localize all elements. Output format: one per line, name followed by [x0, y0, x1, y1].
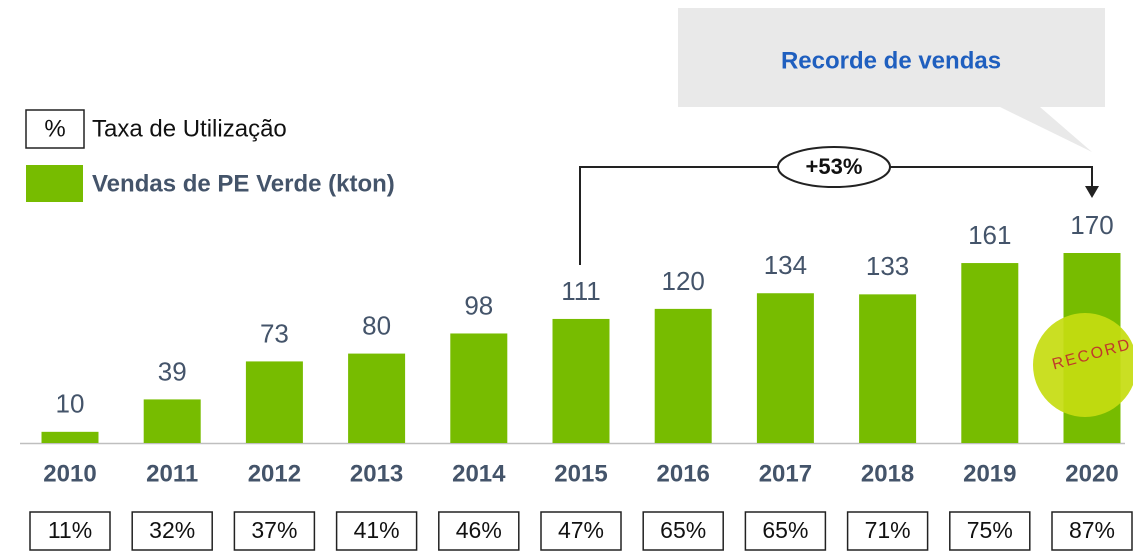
bar [961, 263, 1019, 443]
callout-box [678, 8, 1105, 152]
bar [41, 431, 99, 443]
utilization-box [540, 511, 622, 551]
utilization-label: 71% [865, 517, 911, 543]
bar [859, 294, 917, 443]
legend-rate-label: Taxa de Utilização [92, 115, 287, 142]
stamp-circle [1033, 313, 1133, 417]
legend-rate-symbol: % [44, 115, 65, 142]
x-tick-label: 2020 [1065, 460, 1118, 487]
legend-rate-box [25, 109, 85, 149]
value-label: 133 [866, 251, 909, 281]
utilization-label: 46% [456, 517, 502, 543]
legend-bar-swatch [26, 165, 83, 202]
bar [654, 308, 712, 443]
utilization-box [233, 511, 316, 551]
utilization-box [131, 511, 213, 551]
bar [245, 361, 303, 443]
x-tick-label: 2019 [963, 460, 1016, 487]
bar [552, 318, 610, 443]
value-label: 111 [561, 276, 601, 306]
x-tick-label: 2017 [759, 460, 812, 487]
x-tick-label: 2018 [861, 460, 914, 487]
x-tick-label: 2015 [554, 460, 607, 487]
arrow-head [1085, 186, 1099, 198]
callout-text: Recorde de vendas [781, 47, 1001, 74]
utilization-box [438, 511, 520, 551]
value-label: 134 [764, 250, 807, 280]
x-tick-label: 2010 [43, 460, 96, 487]
utilization-box [642, 511, 724, 551]
value-label: 170 [1070, 210, 1113, 240]
annotation-ellipse [777, 146, 891, 188]
utilization-label: 32% [149, 517, 195, 543]
x-tick-label: 2016 [657, 460, 710, 487]
utilization-label: 87% [1069, 517, 1115, 543]
value-label: 10 [56, 389, 85, 419]
bar [143, 399, 201, 443]
utilization-label: 41% [354, 517, 400, 543]
value-label: 161 [968, 220, 1011, 250]
x-tick-label: 2014 [452, 460, 506, 487]
bar [756, 293, 814, 443]
x-tick-label: 2012 [248, 460, 301, 487]
x-tick-label: 2011 [146, 460, 198, 487]
x-tick-label: 2013 [350, 460, 403, 487]
utilization-label: 37% [251, 517, 297, 543]
utilization-label: 65% [762, 517, 808, 543]
value-label: 98 [464, 290, 493, 320]
bar [450, 333, 508, 443]
value-label: 80 [362, 310, 391, 340]
utilization-label: 47% [558, 517, 604, 543]
legend-bar-label: Vendas de PE Verde (kton) [92, 170, 395, 197]
utilization-box [949, 511, 1031, 551]
utilization-label: 65% [660, 517, 706, 543]
value-label: 39 [158, 356, 187, 386]
utilization-box [846, 511, 929, 551]
annotation: +53% [806, 154, 863, 179]
utilization-label: 75% [967, 517, 1013, 543]
utilization-box [335, 511, 418, 551]
utilization-box [1051, 511, 1133, 551]
utilization-label: 11% [48, 517, 92, 543]
bar [348, 353, 406, 443]
utilization-box [29, 511, 111, 551]
utilization-box [744, 511, 827, 551]
value-label: 73 [260, 318, 289, 348]
value-label: 120 [662, 266, 705, 296]
